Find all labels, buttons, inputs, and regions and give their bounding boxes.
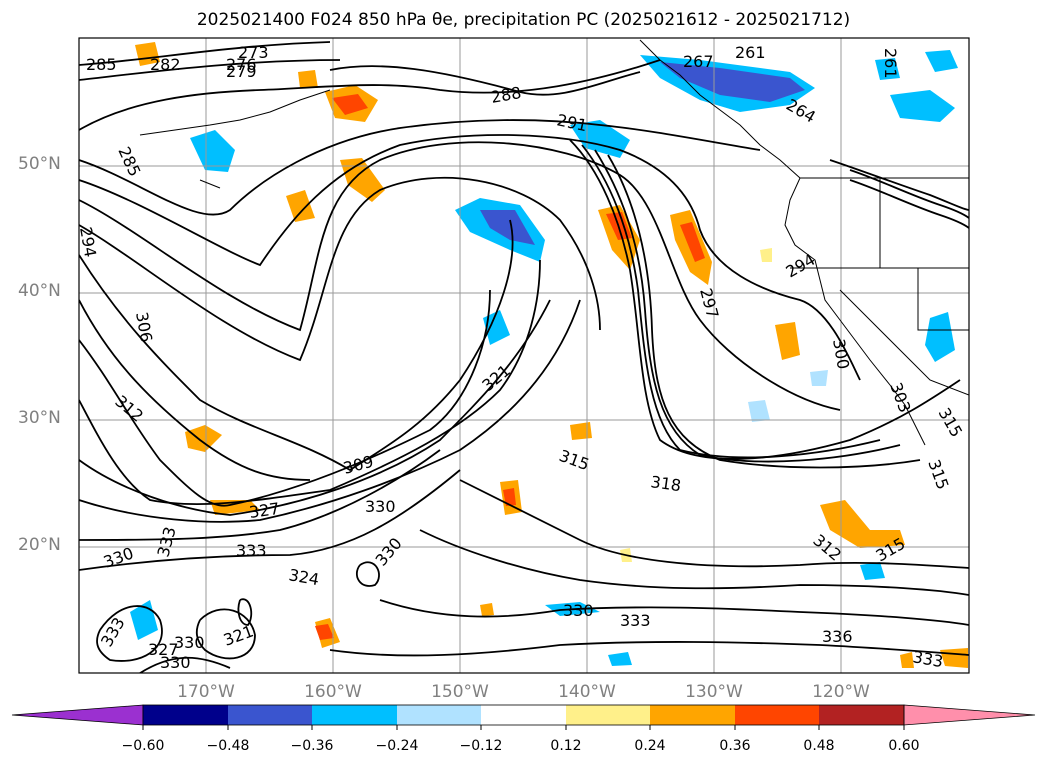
lon-label: 170°W (177, 682, 235, 702)
contour-label: 330 (160, 653, 191, 672)
contour-label: 306 (132, 310, 156, 343)
contour-label: 318 (649, 472, 682, 495)
colorbar-tick-label: −0.36 (290, 738, 334, 754)
contour-label: 330 (174, 633, 205, 652)
lon-label: 120°W (812, 682, 870, 702)
contour-label: 309 (341, 452, 375, 478)
contour-label: 330 (101, 543, 136, 571)
contour-label: 303 (886, 380, 914, 415)
contour-label: 327 (248, 499, 281, 522)
contour-label: 333 (236, 541, 267, 560)
colorbar-tick-label: −0.60 (121, 738, 165, 754)
colorbar-tick-label: −0.24 (375, 738, 419, 754)
contour-label: 330 (372, 534, 406, 570)
contour-label: 294 (783, 250, 819, 282)
contour-label: 330 (365, 497, 396, 516)
positive-precip-areas (135, 42, 968, 668)
map-title: 2025021400 F024 850 hPa θe, precipitatio… (196, 10, 851, 30)
contour-label: 279 (226, 62, 257, 81)
theta-e-contours (79, 41, 969, 673)
lon-label: 140°W (558, 682, 616, 702)
lon-label: 160°W (304, 682, 362, 702)
contour-label: 315 (924, 457, 952, 492)
contour-label: 324 (287, 565, 320, 589)
contour-label: 288 (489, 83, 522, 107)
contour-label: 336 (822, 627, 853, 646)
colorbar-ticks (142, 725, 905, 730)
contour-label: 291 (555, 110, 589, 135)
colorbar-frame (142, 704, 905, 726)
contour-label: 282 (150, 55, 181, 74)
lon-label: 150°W (431, 682, 489, 702)
colorbar-tick-label: 0.24 (634, 738, 666, 754)
colorbar-tick-label: 0.60 (888, 738, 920, 754)
contour-label: 294 (76, 225, 100, 258)
contour-label: 261 (881, 48, 900, 79)
contour-label: 273 (238, 43, 269, 62)
lat-label: 20°N (18, 535, 61, 555)
contour-label: 327 (148, 640, 179, 659)
colorbar-tick-label: −0.12 (459, 738, 503, 754)
colorbar-tick-label: 0.36 (719, 738, 751, 754)
contour-label: 267 (683, 52, 714, 71)
colorbar-lower-extension (11, 704, 144, 726)
colorbar (11, 704, 1036, 730)
negative-precip-areas (130, 50, 958, 666)
colorbar-tick-label: −0.48 (206, 738, 250, 754)
colorbar-segment (650, 705, 735, 725)
contour-label: 285 (86, 55, 117, 74)
contour-label: 333 (620, 611, 651, 630)
colorbar-segment (481, 705, 566, 725)
contour-label: 330 (563, 601, 594, 620)
lon-label: 130°W (685, 682, 743, 702)
contour-label: 300 (829, 337, 853, 370)
colorbar-segment (143, 705, 228, 725)
contour-label: 333 (911, 647, 944, 671)
lat-label: 40°N (18, 281, 61, 301)
colorbar-segment (228, 705, 312, 725)
lat-label: 50°N (18, 154, 61, 174)
plot-frame (78, 37, 970, 674)
contour-label: 333 (97, 614, 129, 650)
colorbar-segment (819, 705, 904, 725)
colorbar-upper-extension (903, 704, 1036, 726)
contour-label: 333 (154, 525, 180, 559)
contour-label: 261 (735, 43, 766, 62)
colorbar-segment (566, 705, 650, 725)
colorbar-tick-label: 0.12 (550, 738, 582, 754)
colorbar-segment (735, 705, 819, 725)
contour-label: 321 (221, 621, 256, 649)
colorbar-segment (312, 705, 397, 725)
colorbar-segment (397, 705, 481, 725)
graticule (79, 38, 969, 673)
contour-label: 285 (114, 144, 144, 180)
contour-label: 297 (696, 286, 722, 320)
coastlines (139, 39, 969, 446)
lat-label: 30°N (18, 408, 61, 428)
contour-label: 276 (226, 55, 257, 74)
contour-label: 315 (935, 405, 967, 441)
colorbar-tick-label: 0.48 (803, 738, 835, 754)
